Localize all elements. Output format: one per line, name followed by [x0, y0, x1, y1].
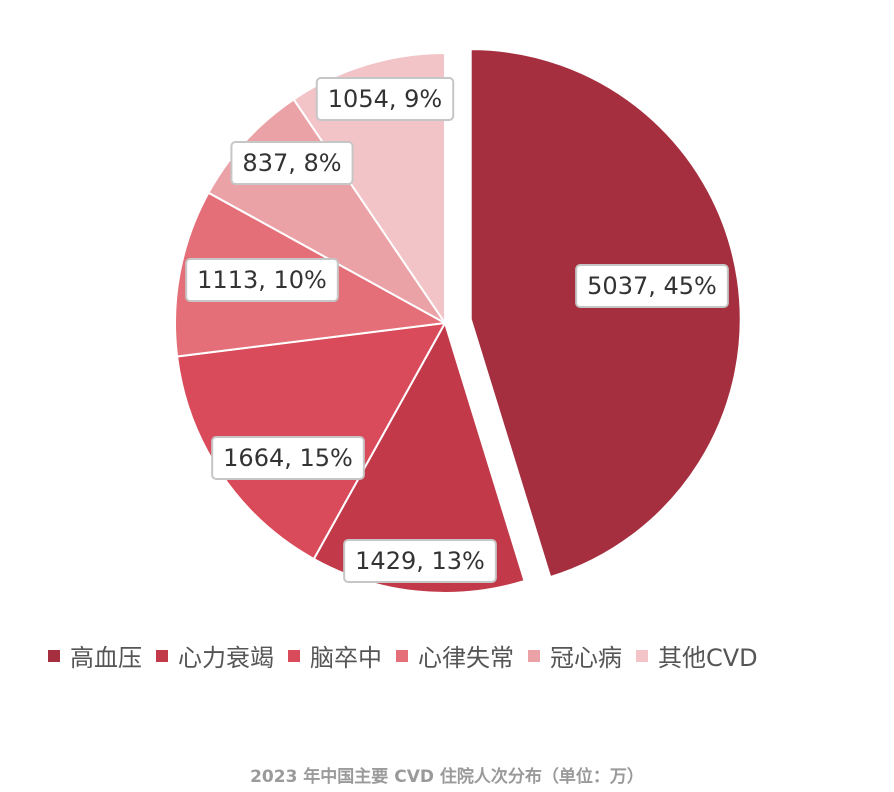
data-label-box [185, 258, 339, 302]
legend-label: 其他CVD [658, 644, 758, 672]
legend-swatch [48, 649, 60, 662]
pie-chart: 5037, 45% 1429, 13% 1664, 15% 1113, 10% 837,… [174, 48, 742, 594]
legend-item: 冠心病 [528, 638, 622, 673]
legend-swatch [396, 649, 408, 662]
legend-label: 脑卒中 [310, 644, 382, 672]
data-labels: 5037, 45% 1429, 13% 1664, 15% 1113, 10% 837,… [185, 77, 729, 583]
legend-label: 心力衰竭 [178, 644, 274, 672]
legend-item: 心律失常 [396, 638, 514, 673]
data-label-box [230, 141, 354, 185]
legend-swatch [636, 649, 648, 662]
legend-item: 其他CVD [636, 638, 758, 673]
legend-label: 高血压 [70, 644, 142, 672]
data-label-text: 1054, 9% [328, 85, 442, 113]
legend: 高血压 心力衰竭 脑卒中 心律失常 冠心病 其他CVD [48, 638, 772, 673]
data-label-text: 837, 8% [242, 149, 341, 177]
data-label: 837, 8% [230, 141, 354, 185]
legend-swatch [156, 649, 168, 662]
data-label: 5037, 45% [575, 264, 729, 308]
data-label-box [575, 264, 729, 308]
data-label: 1113, 10% [185, 258, 339, 302]
legend-item: 脑卒中 [288, 638, 382, 673]
data-label-text: 1664, 15% [223, 444, 353, 472]
data-label-text: 1429, 13% [355, 547, 485, 575]
legend-swatch [288, 649, 300, 662]
pie-slices [174, 48, 742, 594]
data-label-box [315, 77, 455, 121]
data-label: 1664, 15% [211, 436, 365, 480]
data-label: 1054, 9% [315, 77, 455, 121]
legend-label: 冠心病 [550, 644, 622, 672]
legend-swatch [528, 649, 540, 662]
pie-slice [312, 320, 526, 594]
legend-item: 高血压 [48, 638, 142, 673]
legend-label: 心律失常 [418, 644, 514, 672]
chart-caption: 2023 年中国主要 CVD 住院人次分布（单位：万） [250, 767, 644, 787]
data-label-box [343, 539, 497, 583]
pie-slice [469, 48, 742, 579]
data-label-box [211, 436, 365, 480]
data-label-text: 5037, 45% [587, 272, 717, 300]
data-label-text: 1113, 10% [197, 266, 327, 294]
legend-item: 心力衰竭 [156, 638, 274, 673]
data-label: 1429, 13% [343, 539, 497, 583]
